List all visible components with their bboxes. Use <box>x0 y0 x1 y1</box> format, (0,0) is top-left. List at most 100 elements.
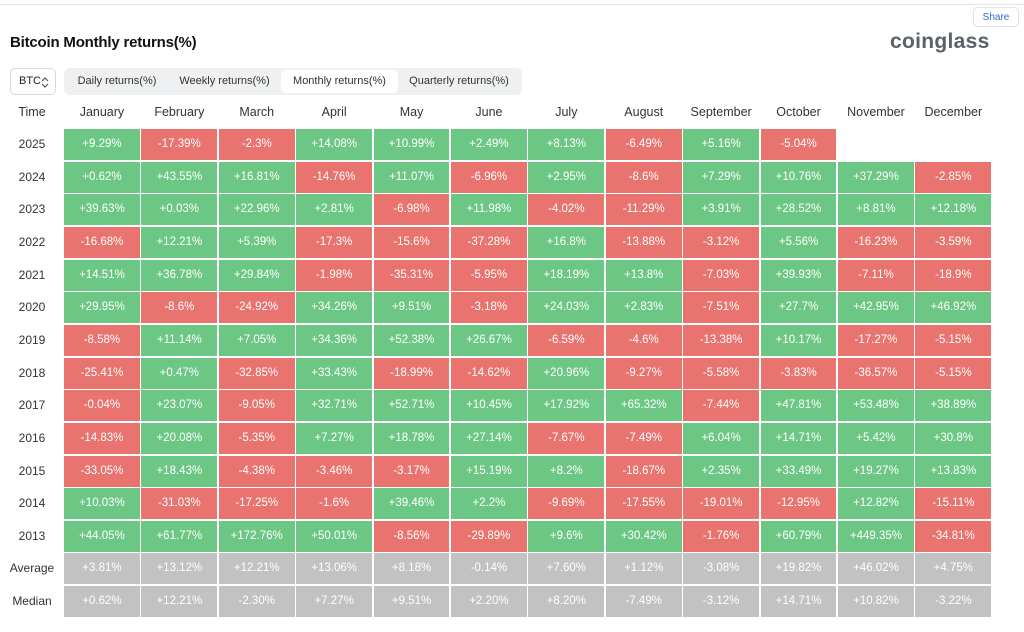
return-cell: +8.2% <box>528 455 605 487</box>
top-divider <box>0 4 1024 5</box>
tab[interactable]: Monthly returns(%) <box>281 70 398 93</box>
logo: coinglass <box>890 30 990 53</box>
return-cell: -8.6% <box>605 161 682 193</box>
return-cell: +34.36% <box>296 324 373 356</box>
return-cell: -18.67% <box>605 455 682 487</box>
return-cell: +60.79% <box>760 520 837 552</box>
tab[interactable]: Daily returns(%) <box>77 75 157 87</box>
return-cell: +27.14% <box>451 422 527 454</box>
return-cell: +38.89% <box>915 390 992 422</box>
return-cell: +9.51% <box>373 586 450 618</box>
return-cell: +39.93% <box>760 259 837 291</box>
return-cell: -7.49% <box>605 586 682 618</box>
return-cell: +15.19% <box>451 455 527 487</box>
return-cell: +2.83% <box>605 292 682 324</box>
return-cell: -18.9% <box>915 259 992 291</box>
return-cell: +12.21% <box>141 586 218 618</box>
return-cell: -5.58% <box>683 357 760 389</box>
return-cell: -9.69% <box>528 488 605 520</box>
return-cell: -14.62% <box>451 357 527 389</box>
return-cell: +13.12% <box>141 553 218 585</box>
return-cell: -17.25% <box>218 488 295 520</box>
column-header: January <box>79 105 125 119</box>
return-cell: -4.6% <box>605 324 682 356</box>
return-cell: -2.85% <box>915 161 992 193</box>
return-cell: +23.07% <box>141 390 218 422</box>
return-cell: +12.21% <box>218 553 295 585</box>
return-cell: -32.85% <box>218 357 295 389</box>
return-cell: +10.82% <box>838 586 914 618</box>
return-cell: +24.03% <box>528 292 605 324</box>
return-cell: +33.43% <box>296 357 373 389</box>
share-button[interactable]: Share <box>973 7 1019 27</box>
tab[interactable]: Weekly returns(%) <box>179 75 270 87</box>
return-cell: -8.56% <box>373 520 450 552</box>
return-cell: +12.21% <box>141 226 218 258</box>
return-cell: -5.15% <box>915 324 992 356</box>
row-label: Median <box>12 594 52 609</box>
return-cell: +19.82% <box>760 553 837 585</box>
column-header: March <box>239 105 275 119</box>
asset-label: BTC <box>19 75 41 87</box>
return-cell: +17.92% <box>528 390 605 422</box>
return-cell: -13.88% <box>605 226 682 258</box>
return-cell: +7.27% <box>296 586 373 618</box>
row-label: 2015 <box>18 463 46 478</box>
share-label: Share <box>982 12 1010 23</box>
return-cell: -34.81% <box>915 520 992 552</box>
return-cell: +7.29% <box>683 161 760 193</box>
return-cell: +29.84% <box>218 259 295 291</box>
return-cell: -3.83% <box>760 357 837 389</box>
return-cell: +53.48% <box>838 390 914 422</box>
return-cell: +8.13% <box>528 129 605 160</box>
return-cell: -0.04% <box>64 390 140 422</box>
return-cell: +5.39% <box>218 226 295 258</box>
return-cell: -5.95% <box>451 259 527 291</box>
return-cell: -9.05% <box>218 390 295 422</box>
return-cell: -6.96% <box>451 161 527 193</box>
row-label: 2022 <box>18 234 46 249</box>
return-cell: -16.68% <box>64 226 140 258</box>
return-cell: -17.39% <box>141 129 218 160</box>
return-cell: -5.35% <box>218 422 295 454</box>
return-cell: +9.29% <box>64 129 140 160</box>
page-title: Bitcoin Monthly returns(%) <box>10 34 197 51</box>
return-cell: -7.44% <box>683 390 760 422</box>
return-cell: -16.23% <box>838 226 914 258</box>
return-cell: +14.08% <box>296 129 373 160</box>
return-cell: +14.51% <box>64 259 140 291</box>
return-cell: -4.02% <box>528 194 605 226</box>
return-cell: -15.11% <box>915 488 992 520</box>
return-cell: +28.52% <box>760 194 837 226</box>
return-cell: +3.81% <box>64 553 140 585</box>
return-cell: +2.95% <box>528 161 605 193</box>
row-label: 2021 <box>18 267 46 282</box>
return-cell: +43.55% <box>141 161 218 193</box>
row-label: 2018 <box>18 365 46 380</box>
return-cell: -7.03% <box>683 259 760 291</box>
return-cell: +50.01% <box>296 520 373 552</box>
return-cell: +11.07% <box>373 161 450 193</box>
return-cell: -0.14% <box>451 553 527 585</box>
return-cell: +12.82% <box>838 488 914 520</box>
return-cell: +37.29% <box>838 161 914 193</box>
return-cell: -18.99% <box>373 357 450 389</box>
return-cell: -19.01% <box>683 488 760 520</box>
return-cell: +26.67% <box>451 324 527 356</box>
return-cell: -17.55% <box>605 488 682 520</box>
tab-bar: Daily returns(%) Weekly returns(%) Monthly… <box>64 68 522 95</box>
return-cell: +52.38% <box>373 324 450 356</box>
return-cell: +19.27% <box>838 455 914 487</box>
column-header: July <box>555 105 578 119</box>
return-cell: +32.71% <box>296 390 373 422</box>
asset-select[interactable]: BTC <box>10 68 56 95</box>
return-cell: +13.8% <box>605 259 682 291</box>
return-cell: +39.63% <box>64 194 140 226</box>
tab[interactable]: Quarterly returns(%) <box>409 75 509 87</box>
return-cell: +9.6% <box>528 520 605 552</box>
row-label: 2014 <box>18 496 46 511</box>
return-cell: -3.46% <box>296 455 373 487</box>
return-cell: +10.03% <box>64 488 140 520</box>
return-cell: +18.43% <box>141 455 218 487</box>
return-cell: +10.17% <box>760 324 837 356</box>
